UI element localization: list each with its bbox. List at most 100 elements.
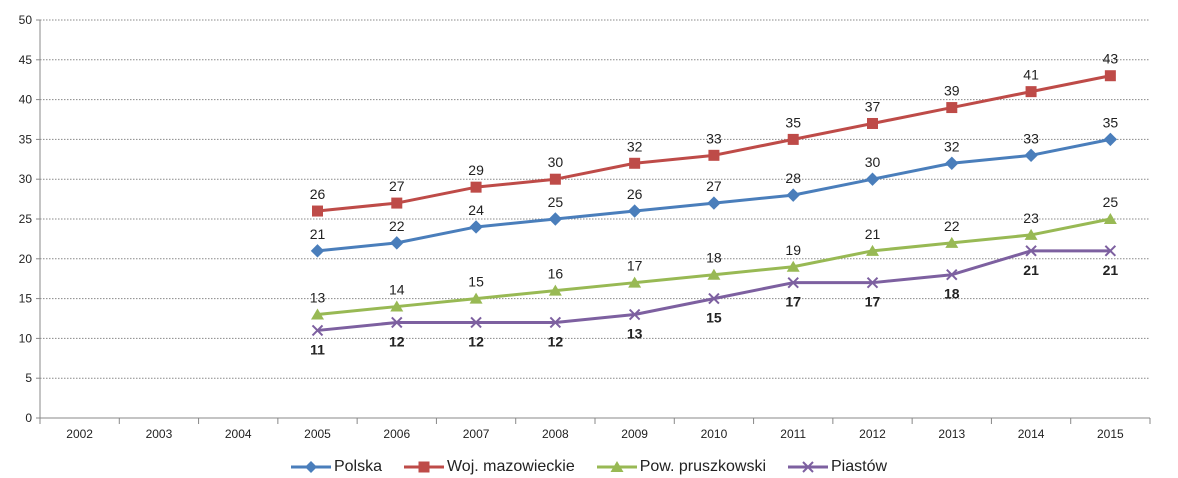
data-label-pow-pruszkowski: 18: [706, 250, 722, 266]
y-tick-label: 35: [19, 132, 33, 146]
data-label-polska: 30: [865, 154, 881, 170]
y-tick-label: 20: [19, 252, 33, 266]
data-point-piast-w: [1104, 245, 1117, 257]
data-label-pow-pruszkowski: 25: [1103, 194, 1119, 210]
data-label-woj-mazowieckie: 29: [468, 162, 484, 178]
data-label-woj-mazowieckie: 41: [1023, 67, 1039, 83]
x-tick-label: 2012: [859, 427, 886, 441]
data-point-piast-w: [787, 276, 799, 289]
data-point-woj-mazowieckie: [629, 157, 641, 169]
data-label-polska: 28: [785, 170, 801, 186]
y-tick-label: 15: [19, 292, 33, 306]
data-label-piast-w: 21: [1103, 262, 1119, 278]
data-label-polska: 33: [1023, 130, 1039, 146]
data-point-pow-pruszkowski: [628, 276, 642, 288]
data-point-piast-w: [470, 316, 482, 329]
data-label-woj-mazowieckie: 32: [627, 138, 643, 154]
data-point-piast-w: [549, 316, 562, 329]
data-label-pow-pruszkowski: 14: [389, 282, 405, 298]
data-point-woj-mazowieckie: [312, 205, 323, 217]
data-label-pow-pruszkowski: 13: [310, 290, 326, 306]
data-point-polska: [945, 156, 959, 170]
x-tick-label: 2010: [701, 427, 728, 441]
y-tick-label: 10: [19, 331, 33, 345]
x-tick-label: 2013: [938, 427, 965, 441]
data-point-polska: [390, 236, 404, 250]
data-label-pow-pruszkowski: 15: [468, 274, 484, 290]
data-point-polska: [786, 188, 800, 202]
data-label-woj-mazowieckie: 39: [944, 83, 960, 99]
y-tick-label: 0: [25, 411, 32, 425]
data-point-piast-w: [391, 316, 403, 329]
legend-label-woj-mazowieckie: Woj. mazowieckie: [446, 458, 575, 475]
data-point-woj-mazowieckie: [1025, 86, 1037, 98]
legend-item-pow-pruszkowski: Pow. pruszkowski: [596, 458, 766, 476]
data-label-pow-pruszkowski: 16: [548, 266, 564, 282]
data-point-pow-pruszkowski: [707, 268, 721, 280]
data-label-pow-pruszkowski: 23: [1023, 210, 1039, 226]
data-point-pow-pruszkowski: [1024, 228, 1038, 240]
data-label-polska: 24: [468, 202, 484, 218]
data-point-polska: [469, 220, 483, 234]
data-label-piast-w: 21: [1023, 262, 1039, 278]
data-point-piast-w: [628, 308, 641, 321]
data-label-woj-mazowieckie: 37: [865, 98, 881, 114]
data-point-pow-pruszkowski: [945, 236, 959, 248]
data-label-polska: 22: [389, 218, 405, 234]
data-point-pow-pruszkowski: [390, 300, 404, 312]
data-label-polska: 26: [627, 186, 643, 202]
data-label-piast-w: 12: [468, 333, 484, 349]
x-tick-label: 2014: [1018, 427, 1045, 441]
legend-swatch-woj-mazowieckie: [403, 461, 444, 473]
x-tick-label: 2011: [780, 427, 806, 441]
legend-item-polska: Polska: [290, 458, 382, 476]
y-tick-label: 30: [19, 172, 33, 186]
data-label-piast-w: 11: [310, 341, 325, 357]
legend-swatch-piast-w: [788, 461, 828, 473]
data-point-woj-mazowieckie: [867, 117, 878, 129]
x-tick-label: 2003: [146, 427, 173, 441]
data-point-polska: [707, 196, 721, 210]
data-label-woj-mazowieckie: 33: [706, 130, 722, 146]
legend-label-piast-w: Piastów: [831, 458, 888, 475]
data-point-piast-w: [866, 276, 879, 289]
x-tick-label: 2009: [621, 427, 648, 441]
data-point-woj-mazowieckie: [470, 181, 482, 193]
data-label-piast-w: 12: [548, 333, 564, 349]
legend-item-woj-mazowieckie: Woj. mazowieckie: [403, 458, 575, 476]
data-point-pow-pruszkowski: [311, 308, 324, 320]
data-point-piast-w: [708, 292, 720, 305]
data-label-pow-pruszkowski: 19: [785, 242, 801, 258]
data-point-piast-w: [1025, 245, 1037, 257]
data-point-pow-pruszkowski: [1103, 213, 1117, 224]
data-label-polska: 35: [1103, 114, 1119, 130]
legend: Polska Woj. mazowieckie Pow. pruszkowski Pi…: [0, 456, 1178, 478]
data-label-pow-pruszkowski: 21: [865, 226, 881, 242]
data-label-woj-mazowieckie: 27: [389, 178, 405, 194]
x-tick-label: 2006: [383, 427, 410, 441]
data-label-polska: 25: [548, 194, 564, 210]
data-label-pow-pruszkowski: 22: [944, 218, 960, 234]
data-label-woj-mazowieckie: 26: [310, 186, 326, 202]
data-label-polska: 32: [944, 138, 960, 154]
legend-item-piast-w: Piastów: [788, 458, 887, 476]
y-tick-label: 50: [19, 13, 33, 27]
data-point-pow-pruszkowski: [786, 260, 800, 272]
data-point-piast-w: [311, 324, 324, 337]
data-label-woj-mazowieckie: 35: [785, 114, 801, 130]
legend-label-polska: Polska: [333, 458, 382, 475]
data-point-polska: [310, 244, 325, 258]
data-label-woj-mazowieckie: 30: [548, 154, 564, 170]
legend-swatch-polska: [290, 461, 331, 473]
line-chart: 0 5 10 15 20 25 30 35 40 45 50 2002 2003 2004 2005 2006…: [19, 13, 1151, 441]
data-point-woj-mazowieckie: [708, 149, 720, 161]
data-point-polska: [1103, 132, 1118, 147]
y-tick-label: 25: [19, 212, 33, 226]
x-tick-label: 2002: [66, 427, 93, 441]
x-tick-label: 2007: [463, 427, 490, 441]
series-line-pow-pruszkowski: [317, 217, 1111, 317]
data-label-piast-w: 15: [706, 310, 722, 326]
data-point-polska: [865, 172, 880, 186]
x-tick-label: 2004: [225, 427, 252, 441]
x-tick-label: 2005: [304, 427, 331, 441]
